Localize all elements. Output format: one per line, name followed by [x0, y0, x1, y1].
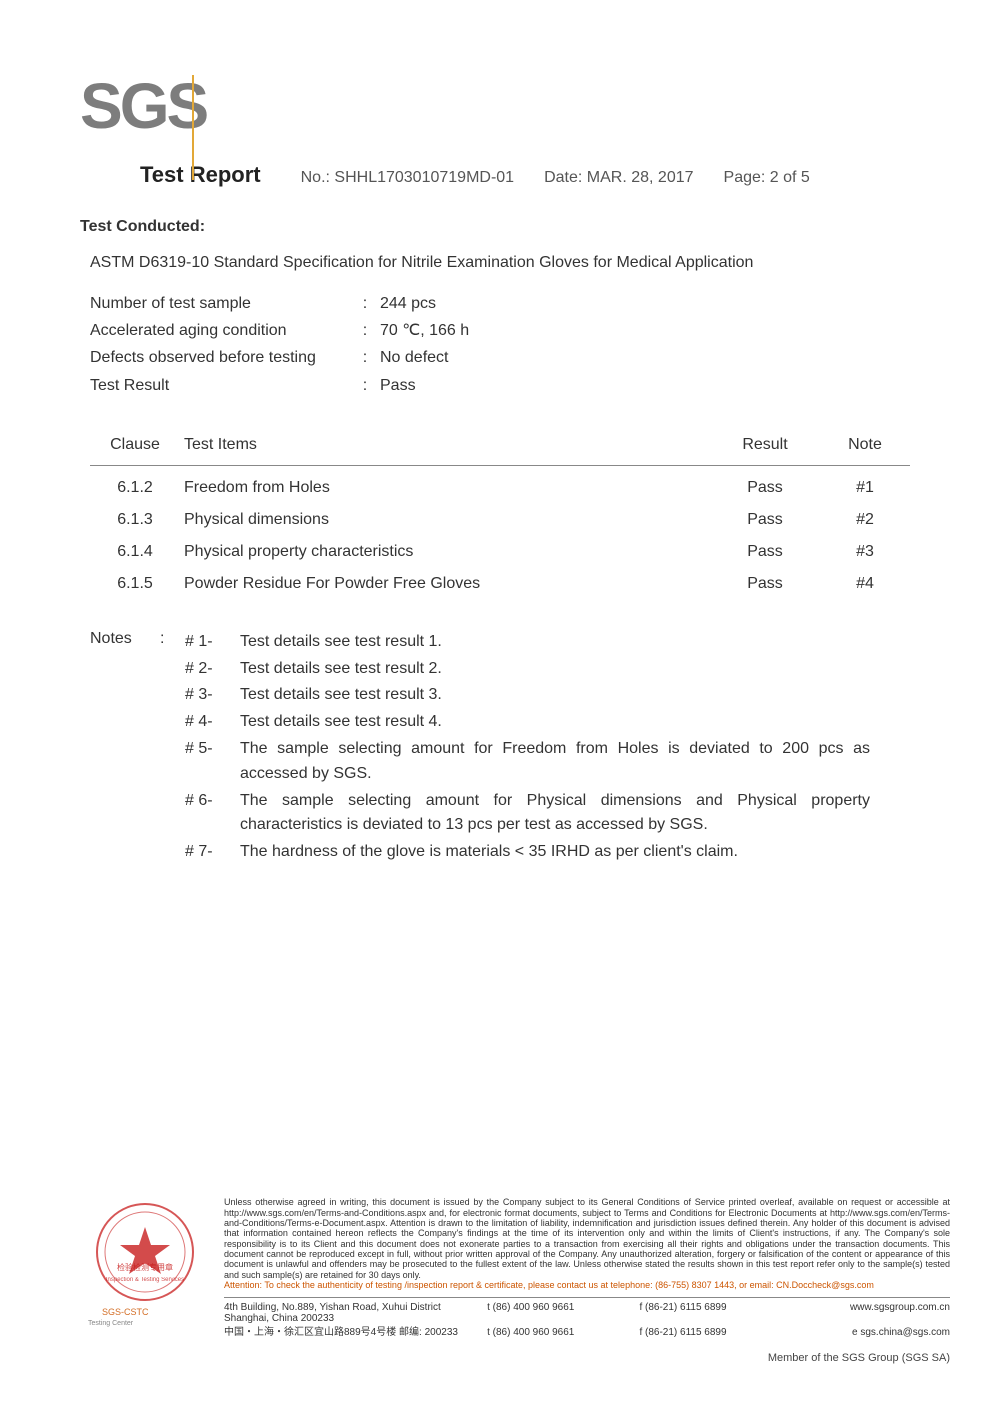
spec-line: ASTM D6319-10 Standard Specification for… — [90, 254, 920, 272]
table-row: 6.1.3 Physical dimensions Pass #2 — [90, 504, 910, 536]
svg-text:Testing Center: Testing Center — [88, 1320, 134, 1327]
report-header: Test Report No.: SHHL1703010719MD-01 Dat… — [140, 162, 920, 188]
param-row: Defects observed before testing : No def… — [90, 344, 920, 371]
note-row: # 4-Test details see test result 4. — [185, 710, 910, 735]
logo-divider — [192, 75, 194, 180]
report-page: Page: 2 of 5 — [724, 169, 810, 187]
param-row: Number of test sample : 244 pcs — [90, 290, 920, 317]
note-row: # 1-Test details see test result 1. — [185, 630, 910, 655]
table-row: 6.1.4 Physical property characteristics … — [90, 536, 910, 568]
notes-block: Notes : # 1-Test details see test result… — [90, 630, 910, 867]
param-row: Accelerated aging condition : 70 ℃, 166 … — [90, 317, 920, 344]
inspection-stamp-icon: 检验检测专用章 Inspection & Testing Services SG… — [80, 1197, 210, 1327]
test-params: Number of test sample : 244 pcs Accelera… — [90, 290, 920, 399]
report-title: Test Report — [140, 162, 261, 188]
svg-text:检验检测专用章: 检验检测专用章 — [117, 1262, 173, 1272]
sgs-logo: SGS — [80, 70, 920, 142]
note-row: # 3-Test details see test result 3. — [185, 683, 910, 708]
svg-text:SGS-CSTC: SGS-CSTC — [102, 1307, 149, 1317]
footer-attention: Attention: To check the authenticity of … — [224, 1280, 950, 1290]
report-no: No.: SHHL1703010719MD-01 — [301, 169, 514, 187]
table-row: 6.1.5 Powder Residue For Powder Free Glo… — [90, 568, 910, 600]
svg-text:Inspection & Testing Services: Inspection & Testing Services — [106, 1277, 184, 1283]
results-table: Clause Test Items Result Note 6.1.2 Free… — [90, 429, 910, 600]
note-row: # 2-Test details see test result 2. — [185, 657, 910, 682]
note-row: # 7-The hardness of the glove is materia… — [185, 840, 910, 865]
table-header: Clause Test Items Result Note — [90, 429, 910, 466]
footer-disclaimer: Unless otherwise agreed in writing, this… — [224, 1197, 950, 1338]
param-row: Test Result : Pass — [90, 372, 920, 399]
note-row: # 6-The sample selecting amount for Phys… — [185, 789, 910, 839]
note-row: # 5-The sample selecting amount for Free… — [185, 737, 910, 787]
svg-text:SGS: SGS — [80, 70, 207, 142]
test-conducted-label: Test Conducted: — [80, 218, 920, 236]
footer-member: Member of the SGS Group (SGS SA) — [80, 1352, 950, 1364]
report-date: Date: MAR. 28, 2017 — [544, 169, 693, 187]
footer-address: 4th Building, No.889, Yishan Road, Xuhui… — [224, 1297, 950, 1339]
page-footer: 检验检测专用章 Inspection & Testing Services SG… — [80, 1197, 950, 1364]
table-row: 6.1.2 Freedom from Holes Pass #1 — [90, 472, 910, 504]
notes-label: Notes — [90, 630, 160, 867]
